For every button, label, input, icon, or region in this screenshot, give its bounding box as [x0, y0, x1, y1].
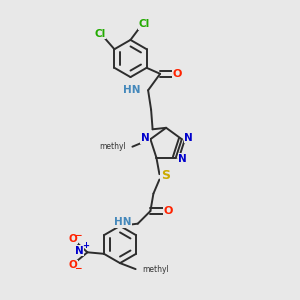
- Text: O: O: [172, 69, 182, 79]
- Text: Cl: Cl: [95, 28, 106, 39]
- Text: N: N: [75, 246, 84, 256]
- Text: N: N: [178, 154, 187, 164]
- Text: N: N: [184, 133, 193, 143]
- Text: S: S: [161, 169, 170, 182]
- Text: O: O: [164, 206, 173, 216]
- Text: Cl: Cl: [138, 19, 150, 29]
- Text: −: −: [74, 264, 82, 273]
- Text: N: N: [141, 133, 149, 143]
- Text: methyl: methyl: [99, 142, 126, 151]
- Text: HN: HN: [123, 85, 141, 95]
- Text: methyl: methyl: [142, 265, 169, 274]
- Text: O: O: [69, 233, 78, 244]
- Text: +: +: [82, 241, 89, 250]
- Text: HN: HN: [114, 217, 131, 227]
- Text: −: −: [74, 231, 82, 240]
- Text: O: O: [69, 260, 78, 270]
